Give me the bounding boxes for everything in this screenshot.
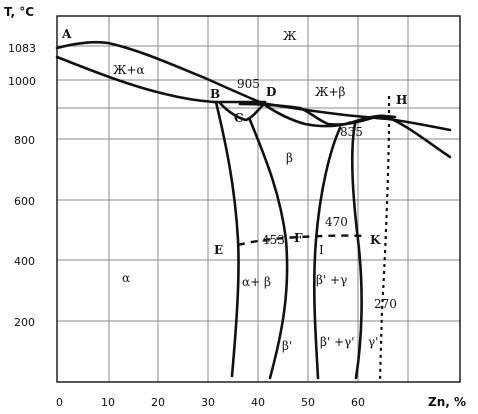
ordering-transition-line	[237, 234, 366, 247]
beta-gamma-left-curve	[312, 126, 342, 380]
temp-label-835: 835	[340, 125, 363, 139]
point-label-h: H	[396, 93, 407, 107]
alpha-boundary-curve	[214, 100, 240, 378]
c-boundary-curve	[218, 101, 266, 122]
phase-label-alpha: α	[122, 271, 130, 285]
point-label-i: I	[319, 243, 324, 257]
point-label-f: F	[294, 231, 303, 245]
point-label-c: C	[234, 111, 244, 125]
temp-label-905: 905	[237, 77, 260, 91]
phase-label-beta-prime: β'	[282, 339, 292, 353]
x-axis-title: Zn, %	[428, 395, 466, 409]
phase-label-beta: β	[286, 151, 293, 165]
point-label-a: A	[61, 27, 72, 41]
point-label-b: B	[210, 87, 220, 101]
phase-label-alpha-beta: α+ β	[242, 275, 271, 289]
beta-boundary-curve	[248, 118, 289, 380]
y-tick-800: 800	[14, 134, 35, 147]
x-tick-20: 20	[151, 396, 165, 409]
y-tick-1000: 1000	[8, 75, 36, 88]
liquidus-beta-gamma-curve	[260, 101, 452, 159]
alpha-solidus-curve	[55, 55, 216, 104]
point-835-mark	[339, 121, 351, 127]
phase-label-beta-prime-gamma-prime: β' +γ'	[320, 335, 355, 349]
phase-label-gamma-prime: γ'	[368, 335, 378, 349]
x-tick-60: 60	[351, 396, 365, 409]
x-tick-0: 0	[56, 396, 63, 409]
gamma-boundary-curve	[350, 122, 363, 380]
phase-label-liquid-beta: Ж+β	[315, 85, 346, 99]
phase-label-liquid-alpha: Ж+α	[113, 63, 145, 77]
phase-label-liquid: Ж	[283, 29, 297, 43]
temp-label-453: 453	[262, 233, 285, 247]
grid	[57, 16, 460, 382]
temp-label-470: 470	[325, 215, 348, 229]
beta-solidus-curve	[238, 102, 397, 126]
point-label-k: K	[370, 233, 381, 247]
y-axis-title: T, °C	[4, 5, 34, 19]
y-tick-200: 200	[14, 316, 35, 329]
x-tick-50: 50	[301, 396, 315, 409]
y-tick-600: 600	[14, 195, 35, 208]
phase-label-beta-prime-gamma: β' +γ	[316, 273, 347, 287]
y-tick-400: 400	[14, 255, 35, 268]
temp-label-270: 270	[374, 297, 397, 311]
x-tick-40: 40	[251, 396, 265, 409]
x-tick-10: 10	[101, 396, 115, 409]
point-label-d: D	[266, 85, 276, 99]
vertical-dotted-line	[378, 96, 391, 381]
plot-frame	[56, 15, 461, 383]
point-label-e: E	[214, 243, 223, 257]
y-tick-1083: 1083	[8, 42, 36, 55]
x-tick-30: 30	[201, 396, 215, 409]
